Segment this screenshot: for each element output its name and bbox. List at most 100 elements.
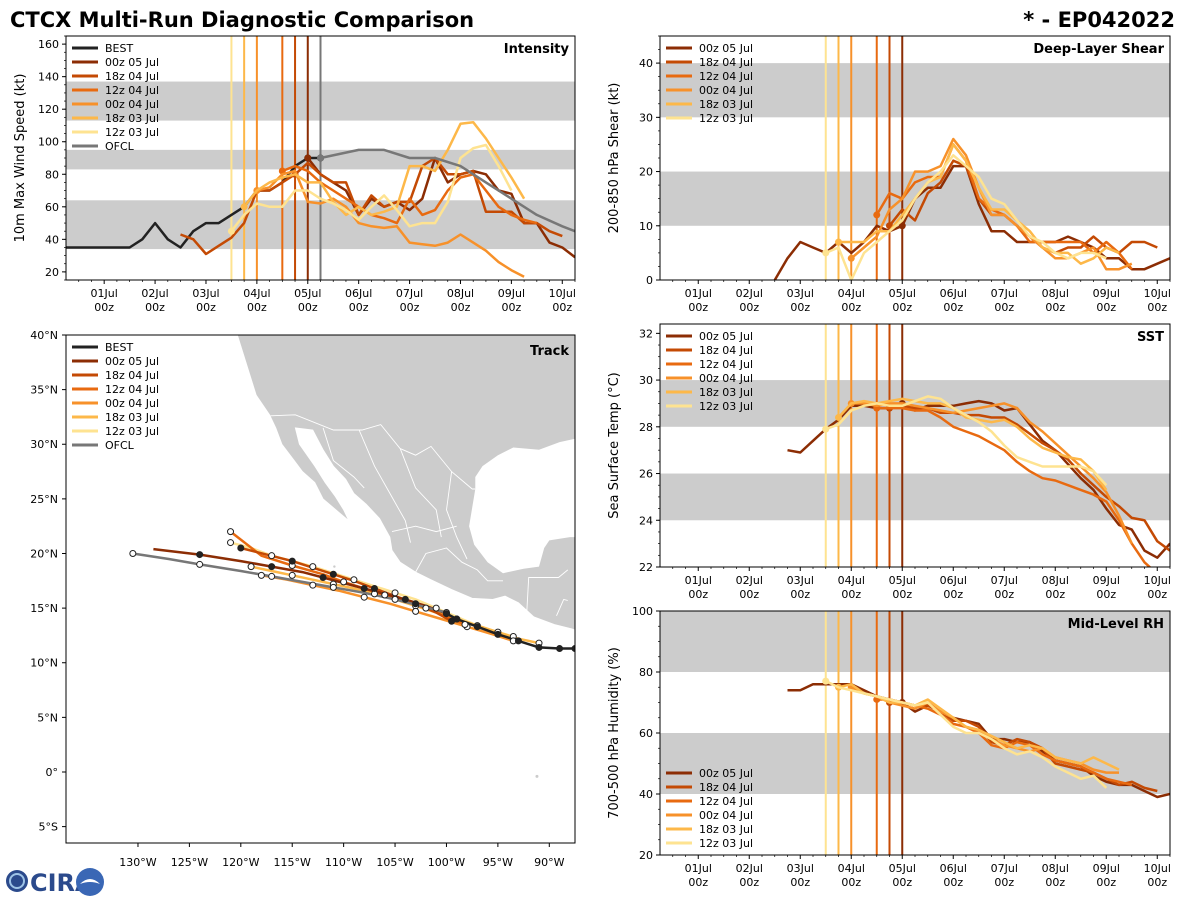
series-line-00z-04-jul	[850, 137, 1133, 271]
track-point-12z-04-jul	[422, 604, 430, 612]
x-tick-hour: 00z	[892, 588, 912, 601]
threshold-band	[660, 733, 1170, 794]
x-tick-date: 08Jul	[1042, 287, 1069, 300]
intensity-panel: 2040608010012014016001Jul00z02Jul00z03Ju…	[13, 35, 576, 314]
series-line-18z-04-jul	[889, 404, 1170, 552]
legend-label: 18z 04 Jul	[699, 344, 753, 357]
x-tick-date: 03Jul	[787, 287, 814, 300]
x-tick-hour: 00z	[841, 876, 861, 889]
x-tick-date: 09Jul	[498, 287, 525, 300]
legend-label: 00z 05 Jul	[699, 767, 753, 780]
lon-tick-label: 120°W	[222, 856, 259, 869]
shear-series-group	[773, 137, 1170, 280]
track-point-12z-03-jul	[350, 576, 358, 584]
x-tick-date: 01Jul	[685, 862, 712, 875]
x-tick-hour: 00z	[1096, 588, 1116, 601]
x-tick-date: 09Jul	[1093, 862, 1120, 875]
series-marker-12z-03-jul	[822, 425, 830, 433]
track-point-00z-05-jul	[319, 574, 327, 582]
legend-label: 00z 04 Jul	[699, 809, 753, 822]
series-line-12z-03-jul	[230, 143, 513, 232]
series-marker-12z-04-jul	[873, 211, 881, 219]
threshold-band	[660, 380, 1170, 427]
track-point-18z-03-jul	[288, 571, 296, 579]
x-tick-hour: 00z	[841, 588, 861, 601]
y-tick-label: 10	[639, 220, 653, 233]
x-tick-hour: 00z	[247, 301, 267, 314]
sst-panel: 22242628303201Jul00z02Jul00z03Jul00z04Ju…	[607, 323, 1171, 601]
x-tick-date: 06Jul	[940, 862, 967, 875]
track-point-best	[453, 615, 461, 623]
shear-panel-title: Deep-Layer Shear	[1033, 42, 1164, 57]
track-point-00z-04-jul	[309, 581, 317, 589]
y-tick-label: 80	[639, 666, 653, 679]
track-point-ofcl	[329, 583, 337, 591]
y-tick-label: 32	[639, 327, 653, 340]
x-tick-hour: 00z	[552, 301, 572, 314]
series-line-12z-04-jul	[281, 164, 538, 225]
x-tick-hour: 00z	[892, 301, 912, 314]
legend-label: 00z 05 Jul	[699, 42, 753, 55]
series-marker-12z-03-jul	[822, 249, 830, 257]
series-marker-18z-03-jul	[835, 413, 842, 421]
legend-label: 12z 04 Jul	[699, 70, 753, 83]
track-point-ofcl	[268, 572, 276, 580]
legend-label: 12z 03 Jul	[105, 425, 159, 438]
y-tick-label: 100	[38, 136, 59, 149]
series-marker-00z-05-jul	[898, 222, 906, 230]
track-point-18z-04-jul	[288, 557, 296, 565]
admin-border	[391, 525, 457, 533]
legend-label: 18z 03 Jul	[105, 411, 159, 424]
track-point-00z-04-jul	[412, 607, 420, 615]
admin-border	[322, 427, 365, 489]
track-point-12z-03-jul	[268, 552, 276, 560]
x-tick-date: 06Jul	[345, 287, 372, 300]
island	[333, 565, 336, 568]
lon-tick-label: 100°W	[428, 856, 465, 869]
shear-panel: 01020304001Jul00z02Jul00z03Jul00z04Jul00…	[607, 35, 1171, 314]
legend-label: 12z 04 Jul	[105, 84, 159, 97]
x-tick-date: 03Jul	[787, 574, 814, 587]
legend-label: 12z 03 Jul	[699, 837, 753, 850]
x-tick-hour: 00z	[943, 588, 963, 601]
y-tick-label: 60	[45, 201, 59, 214]
legend-label: 00z 04 Jul	[105, 98, 159, 111]
cira-logo: CIRA	[6, 868, 104, 897]
x-tick-date: 05Jul	[889, 287, 916, 300]
x-tick-date: 02Jul	[736, 862, 763, 875]
x-tick-hour: 00z	[349, 301, 369, 314]
y-tick-label: 20	[639, 166, 653, 179]
rh-panel: 2040608010001Jul00z02Jul00z03Jul00z04Jul…	[607, 605, 1171, 889]
x-tick-date: 05Jul	[889, 574, 916, 587]
x-tick-date: 01Jul	[91, 287, 118, 300]
x-tick-date: 01Jul	[685, 287, 712, 300]
admin-border	[556, 598, 568, 616]
gulf-of-mexico	[469, 438, 575, 574]
x-tick-hour: 00z	[145, 301, 165, 314]
lat-tick-label: 10°N	[30, 657, 58, 670]
track-point-00z-05-jul	[268, 563, 276, 571]
x-tick-date: 07Jul	[991, 862, 1018, 875]
series-line-ofcl	[320, 148, 575, 233]
globe-ring-icon	[9, 873, 25, 889]
x-tick-date: 05Jul	[294, 287, 321, 300]
track-point-18z-04-jul	[412, 600, 420, 608]
lat-tick-label: 5°N	[37, 711, 58, 724]
track-point-12z-04-jul	[461, 621, 469, 629]
series-line-12z-03-jul	[825, 679, 1108, 789]
series-line-18z-04-jul	[180, 156, 563, 256]
legend-label: 12z 04 Jul	[699, 358, 753, 371]
lat-tick-label: 35°N	[30, 384, 58, 397]
lon-tick-label: 95°W	[483, 856, 513, 869]
lat-tick-label: 15°N	[30, 602, 58, 615]
series-marker-00z-05-jul	[304, 154, 312, 162]
track-map-group	[129, 335, 575, 778]
x-tick-hour: 00z	[451, 301, 471, 314]
x-tick-date: 03Jul	[787, 862, 814, 875]
x-tick-hour: 00z	[1045, 876, 1065, 889]
track-point-18z-04-jul	[329, 570, 337, 578]
x-tick-date: 02Jul	[736, 287, 763, 300]
storm-id: * - EP042022	[1023, 8, 1175, 32]
track-point-12z-03-jul	[391, 589, 399, 597]
x-tick-date: 02Jul	[141, 287, 168, 300]
